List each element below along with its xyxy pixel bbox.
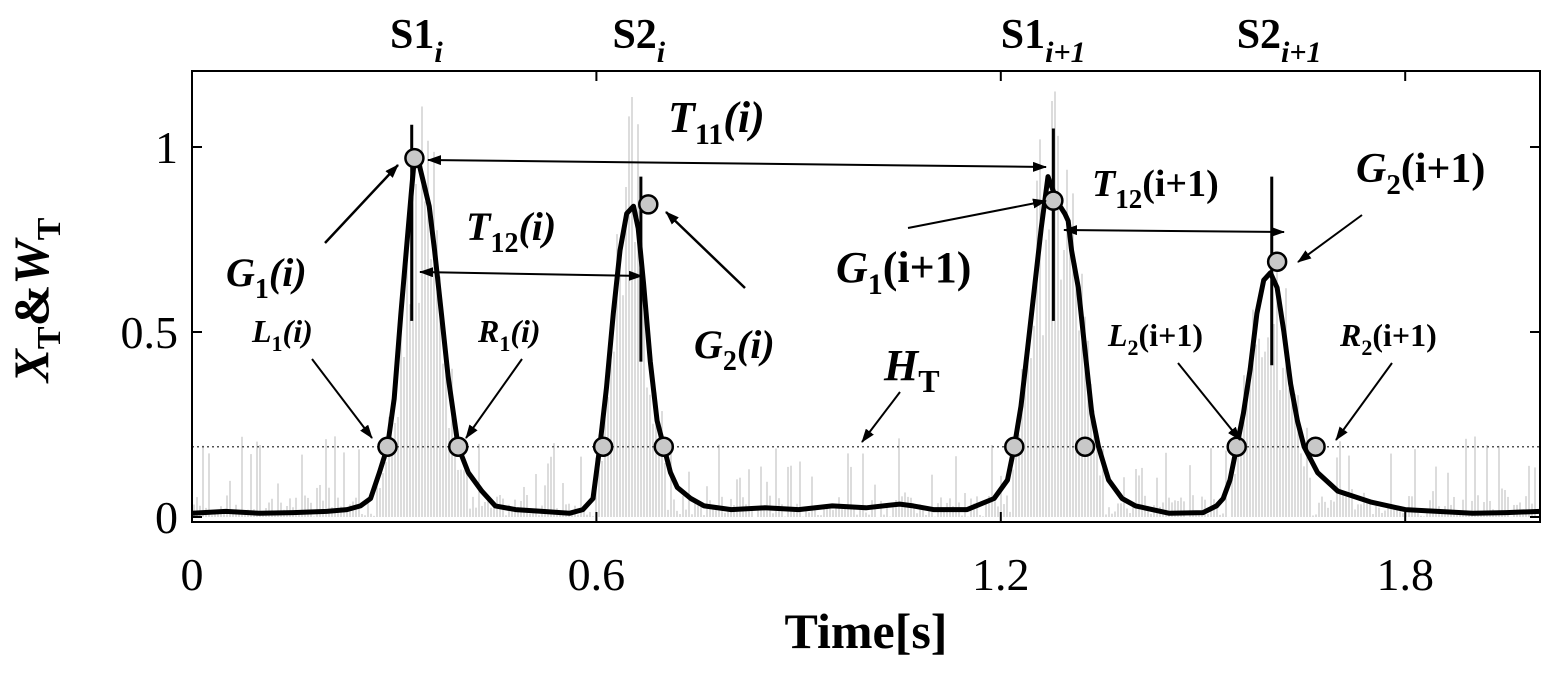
data-marker — [1268, 253, 1286, 271]
g2-i-label: G2(i) — [694, 322, 775, 377]
data-marker — [655, 438, 673, 456]
r2-i1-arrow — [1336, 363, 1392, 440]
data-marker — [1044, 192, 1062, 210]
r1-i-arrow — [466, 359, 522, 438]
data-marker — [1228, 438, 1246, 456]
y-tick-label: 0 — [155, 492, 178, 543]
data-marker — [1005, 438, 1023, 456]
r1-i-label: R1(i) — [477, 313, 541, 356]
data-marker — [639, 195, 657, 213]
g1-i-arrow — [325, 165, 398, 243]
ht-arrow — [862, 392, 900, 442]
g1-i-label: G1(i) — [226, 250, 307, 305]
r2-i1-label: R2(i+1) — [1339, 317, 1437, 360]
y-tick-label: 0.5 — [121, 307, 179, 358]
envelope-line — [192, 158, 1540, 513]
g1-i1-arrow — [908, 201, 1046, 228]
data-marker — [1076, 438, 1094, 456]
top-peak-label: S2i+1 — [1237, 12, 1322, 69]
x-tick-label: 0.6 — [568, 549, 626, 600]
data-marker — [1307, 438, 1325, 456]
top-peak-label: S1i+1 — [1001, 12, 1086, 69]
t11-i-arrow — [428, 160, 1046, 167]
annotation-arrows — [312, 160, 1392, 442]
g2-i1-label: G2(i+1) — [1356, 146, 1485, 201]
x-axis-label: Time[s] — [785, 603, 948, 659]
data-marker — [594, 438, 612, 456]
top-peak-label: S2i — [612, 12, 665, 69]
y-axis-label: XT&WT — [3, 217, 68, 384]
g2-i-arrow — [666, 212, 745, 288]
l1-i-arrow — [312, 359, 372, 438]
g2-i1-arrow — [1298, 215, 1362, 262]
t12-i-label: T12(i) — [466, 204, 556, 259]
data-marker — [449, 438, 467, 456]
y-tick-label: 1 — [155, 122, 178, 173]
top-peak-label: S1i — [390, 12, 443, 69]
x-tick-label: 1.8 — [1376, 549, 1434, 600]
l1-i-label: L1(i) — [251, 313, 313, 356]
data-marker — [405, 149, 423, 167]
threshold-label: HT — [883, 341, 940, 399]
data-marker — [378, 438, 396, 456]
l2-i1-arrow — [1178, 363, 1240, 440]
t12-i1-label: T12(i+1) — [1092, 163, 1219, 214]
x-tick-label: 0 — [181, 549, 204, 600]
l2-i1-label: L2(i+1) — [1107, 317, 1203, 360]
t12-i1-arrow — [1064, 230, 1284, 232]
g1-i1-label: G1(i+1) — [836, 243, 971, 301]
t12-i-arrow — [420, 272, 642, 276]
t11-i-label: T11(i) — [668, 93, 765, 151]
x-tick-label: 1.2 — [972, 549, 1030, 600]
